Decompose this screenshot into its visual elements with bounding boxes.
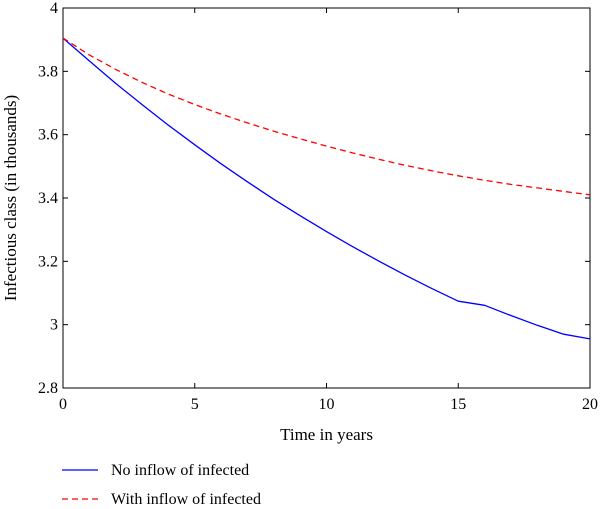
y-tick-label: 3.6: [38, 127, 58, 144]
ticks-layer: 0 5 10 15 20 2.8 3 3.2 3.4 3.6 3.8 4: [38, 0, 598, 413]
y-tick-label: 4: [50, 0, 58, 17]
y-tick-label: 3.2: [38, 253, 58, 270]
x-tick-label: 20: [582, 396, 598, 413]
legend-label-2: With inflow of infected: [111, 491, 261, 508]
plot-frame: [62, 7, 591, 389]
x-tick-label: 15: [450, 396, 466, 413]
legend: No inflow of infected With inflow of infe…: [62, 462, 261, 508]
x-axis-label: Time in years: [280, 425, 373, 444]
series-line-1: [62, 37, 591, 340]
y-tick-label: 3.8: [38, 63, 58, 80]
y-tick-label: 3: [50, 317, 58, 334]
y-tick-label: 3.4: [38, 190, 58, 207]
x-tick-label: 0: [59, 396, 67, 413]
legend-label-1: No inflow of infected: [111, 462, 249, 479]
y-axis-label: Infectious class (in thousands): [1, 95, 20, 301]
y-tick-label: 2.8: [38, 380, 58, 397]
series-layer: [62, 37, 591, 340]
series-line-2: [62, 37, 591, 196]
x-tick-label: 10: [319, 396, 335, 413]
x-tick-label: 5: [191, 396, 199, 413]
